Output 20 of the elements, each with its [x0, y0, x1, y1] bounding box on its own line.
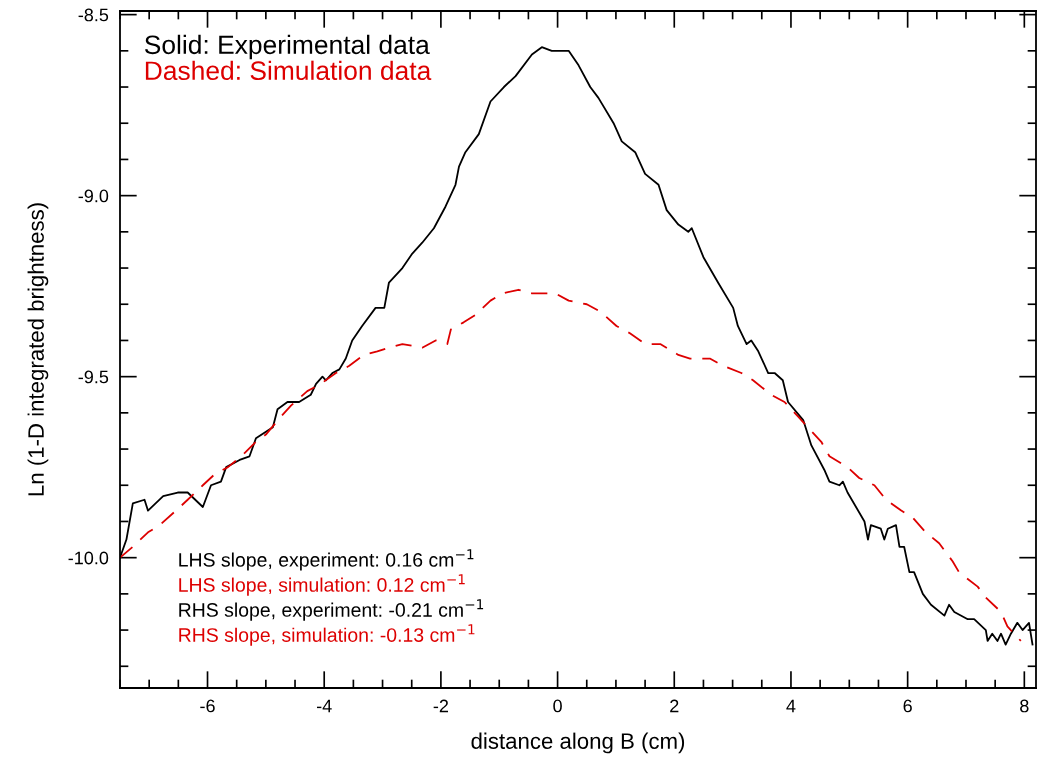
annotation: RHS slope, experiment: -0.21 cm$^{−1}$ [179, 599, 484, 621]
y-axis-title: Ln (1-D integrated brightness) [27, 203, 49, 496]
x-tick-label: -6 [200, 699, 215, 713]
annotation: LHS slope, simulation: 0.12 cm$^{−1}$ [179, 574, 465, 596]
y-tick-label: -9.0 [78, 189, 109, 203]
x-axis-title: distance along B (cm) [471, 732, 685, 754]
legend-label: Solid: Experimental data [144, 34, 430, 60]
y-tick-label: -8.5 [78, 8, 109, 22]
x-tick-label: 2 [670, 699, 679, 713]
x-tick-label: 6 [903, 699, 912, 713]
text: Dashed: Simulation data [145, 60, 432, 81]
x-tick-label: 4 [786, 699, 796, 713]
y-tick-label: -9.5 [78, 370, 109, 384]
x-tick-label: -4 [316, 699, 332, 713]
x-tick-label: 0 [553, 699, 562, 713]
x-tick-label: 8 [1020, 699, 1029, 713]
x-tick-label: -2 [433, 699, 449, 713]
y-tick-label: -10.0 [68, 551, 109, 565]
annotation: RHS slope, simulation: -0.13 cm$^{−1}$ [179, 624, 475, 646]
annotation: LHS slope, experiment: 0.16 cm$^{−1}$ [179, 549, 474, 571]
